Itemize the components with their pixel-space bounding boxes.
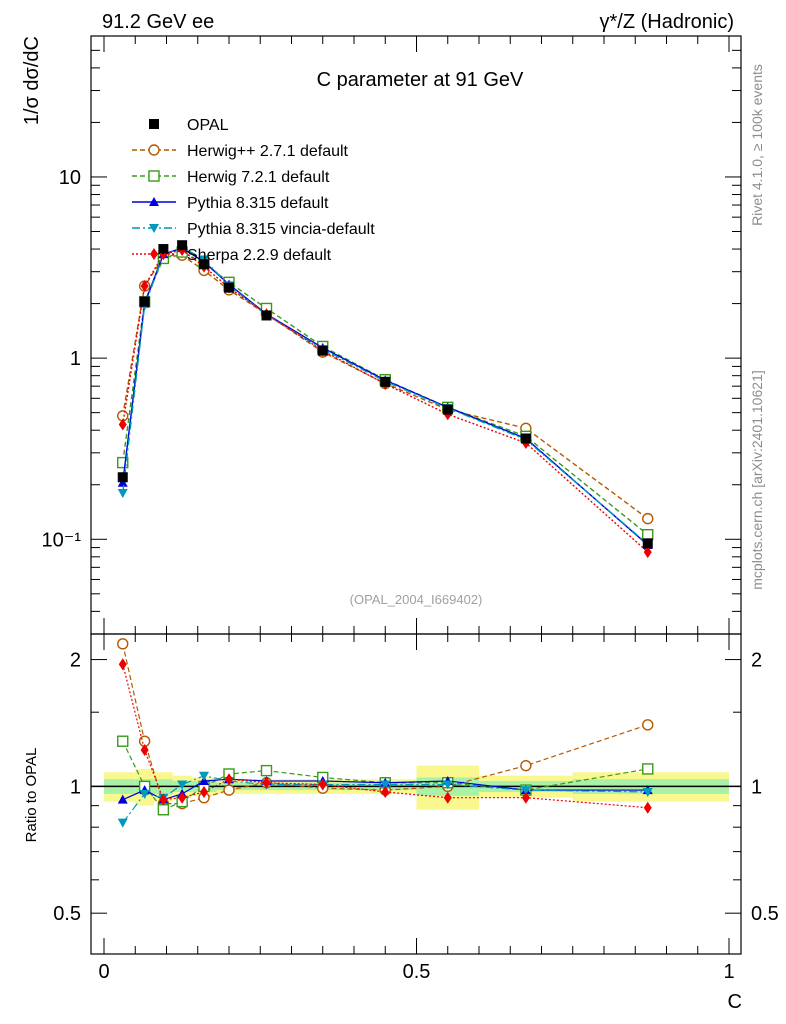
- legend: OPAL Herwig++ 2.7.1 default Herwig 7.2.1 d…: [132, 117, 375, 264]
- ratio-point: [318, 778, 327, 791]
- series-point: [140, 280, 149, 293]
- ratio-line: [122, 778, 648, 801]
- ratio-series-group: [117, 638, 654, 828]
- data-point: [177, 240, 188, 251]
- ratio-y-tick-label-right: 0.5: [751, 903, 779, 925]
- header-energy-label: 91.2 GeV ee: [102, 11, 214, 33]
- side-text-mcplots: mcplots.cern.ch [arXiv:2401.10621]: [749, 370, 765, 589]
- legend-marker: [148, 144, 160, 156]
- data-point: [520, 433, 531, 444]
- legend-label: Pythia 8.315 default: [187, 195, 329, 212]
- x-axis-label: C: [728, 991, 742, 1013]
- y-tick-label: 1: [70, 348, 81, 370]
- data-point: [139, 296, 150, 307]
- ratio-axis-ticks: 0.5 0.5 1 1 2 2 0 0.5 1: [53, 634, 779, 983]
- data-point: [158, 244, 169, 255]
- ratio-point: [117, 638, 129, 650]
- side-text-rivet: Rivet 4.1.0, ≥ 100k events: [749, 64, 765, 226]
- ratio-y-axis-label: Ratio to OPAL: [23, 748, 40, 843]
- analysis-tag: (OPAL_2004_I669402): [350, 592, 483, 607]
- ratio-point: [139, 789, 150, 799]
- ratio-point: [521, 791, 530, 804]
- data-point: [317, 345, 328, 356]
- ratio-y-tick-label: 1: [70, 776, 81, 798]
- data-point: [199, 259, 209, 270]
- data-point: [224, 282, 234, 293]
- ratio-point: [443, 791, 452, 804]
- ratio-point: [177, 780, 188, 790]
- series-line: [122, 247, 649, 546]
- ratio-point: [117, 794, 128, 804]
- ratio-y-tick-label-right: 1: [751, 776, 762, 798]
- ratio-point: [381, 785, 390, 798]
- x-tick-label: 1: [723, 961, 734, 983]
- data-point: [261, 310, 272, 321]
- legend-label: Pythia 8.315 vincia-default: [187, 221, 375, 238]
- series-point: [643, 546, 652, 559]
- ratio-point: [200, 785, 208, 798]
- series-point: [117, 489, 128, 499]
- legend-label: Herwig++ 2.7.1 default: [187, 143, 349, 160]
- main-axis-ticks: 10⁻¹ 1 10: [42, 35, 741, 635]
- ratio-point: [442, 780, 453, 790]
- legend-label: OPAL: [187, 117, 229, 134]
- data-point: [642, 538, 653, 549]
- x-tick-label: 0.5: [403, 961, 431, 983]
- series-line: [122, 249, 649, 553]
- ratio-point: [159, 793, 168, 806]
- ratio-point: [223, 784, 235, 796]
- ratio-point: [260, 764, 273, 777]
- ratio-point: [117, 818, 128, 828]
- ratio-point: [642, 787, 653, 797]
- legend-label: Herwig 7.2.1 default: [187, 169, 330, 186]
- ratio-point: [225, 773, 233, 786]
- ratio-point: [643, 801, 652, 814]
- ratio-y-tick-label: 0.5: [53, 903, 81, 925]
- legend-marker: [148, 170, 160, 182]
- header-process-label: γ*/Z (Hadronic): [600, 11, 734, 33]
- ratio-point: [118, 658, 127, 671]
- series-point: [117, 456, 129, 469]
- legend-marker: [150, 248, 158, 260]
- ratio-point: [642, 719, 654, 731]
- ratio-y-tick-label-right: 2: [751, 650, 762, 672]
- ratio-y-tick-label: 2: [70, 650, 81, 672]
- ratio-line: [122, 664, 648, 809]
- ratio-point: [262, 776, 271, 789]
- series-point: [117, 477, 128, 487]
- ratio-point: [178, 791, 187, 804]
- ratio-point: [380, 780, 391, 790]
- legend-marker: [149, 224, 159, 233]
- ratio-point: [117, 735, 129, 747]
- series-point: [118, 418, 127, 431]
- legend-marker: [149, 197, 159, 206]
- ratio-point: [140, 743, 149, 756]
- main-series-group: [117, 240, 654, 559]
- legend-marker: [149, 119, 159, 129]
- data-point: [380, 376, 391, 387]
- data-point: [117, 472, 128, 483]
- y-axis-label: 1/σ dσ/dC: [21, 36, 43, 125]
- legend-label: Sherpa 2.2.9 default: [187, 247, 332, 264]
- y-tick-label: 10⁻¹: [42, 529, 82, 551]
- series-point: [642, 512, 654, 525]
- ratio-point: [520, 759, 532, 772]
- chart-title: C parameter at 91 GeV: [317, 69, 524, 91]
- y-tick-label: 10: [59, 167, 81, 189]
- x-tick-label: 0: [98, 961, 109, 983]
- ratio-point: [199, 771, 209, 781]
- ratio-point: [157, 804, 170, 816]
- series-line: [122, 246, 649, 545]
- data-point: [442, 404, 453, 415]
- series-point: [642, 528, 654, 541]
- series-line: [122, 251, 649, 536]
- band-ratio-group: [91, 765, 741, 810]
- ratio-point: [642, 763, 654, 775]
- ratio-point: [520, 786, 531, 796]
